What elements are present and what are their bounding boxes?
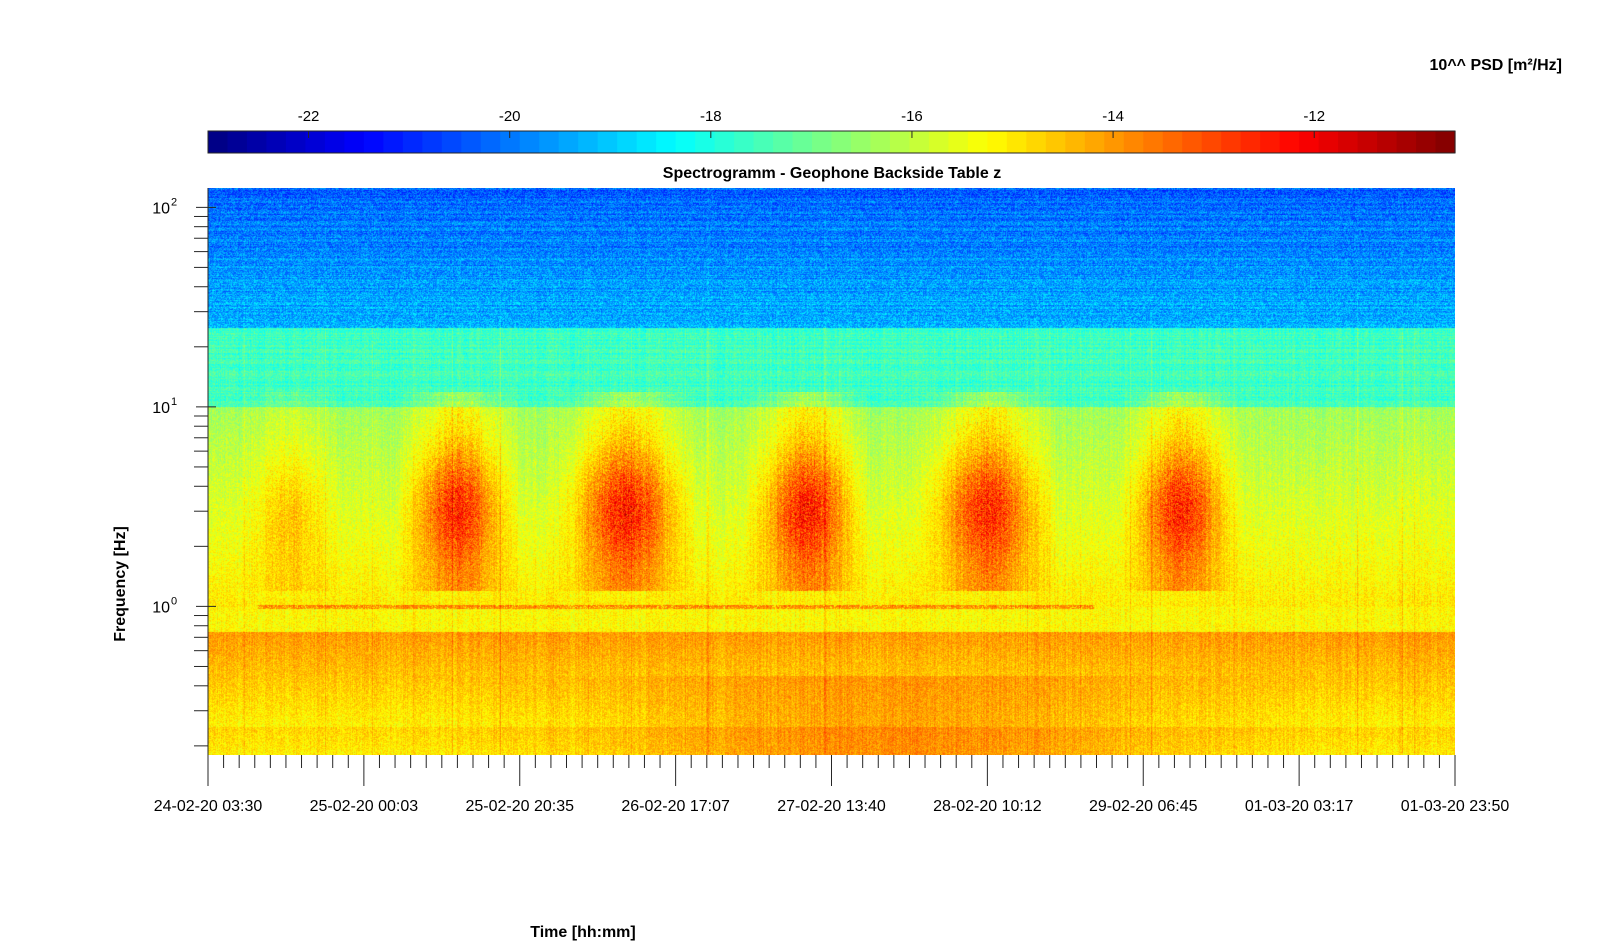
y-tick-label: 10 <box>152 400 170 417</box>
colorbar-tick-label: -22 <box>298 108 320 125</box>
colorbar-cell <box>1201 131 1222 153</box>
colorbar-cell <box>1143 131 1164 153</box>
colorbar-cell <box>967 131 988 153</box>
colorbar-cell <box>1026 131 1047 153</box>
colorbar-cell <box>422 131 443 153</box>
colorbar-cell <box>889 131 911 153</box>
colorbar-cell <box>227 131 248 153</box>
colorbar-cell <box>695 131 716 153</box>
colorbar-cell <box>812 131 833 153</box>
colorbar-cell <box>519 131 540 153</box>
colorbar-tick-label: -16 <box>901 108 923 125</box>
colorbar: -22 -20 -18 -16 -14 -12 <box>207 108 1456 154</box>
colorbar-cell <box>1162 131 1183 153</box>
colorbar-cell <box>617 131 638 153</box>
y-tick-exponent: 0 <box>171 595 177 607</box>
colorbar-tick-label: -12 <box>1303 108 1325 125</box>
colorbar-cell <box>753 131 774 153</box>
colorbar-cell <box>1182 131 1203 153</box>
colorbar-gradient <box>208 131 1456 153</box>
colorbar-ticks: -22 -20 -18 -16 -14 -12 <box>298 108 1325 138</box>
colorbar-cell <box>1221 131 1242 153</box>
colorbar-cell <box>1299 131 1320 153</box>
y-axis-label: Frequency [Hz] <box>112 526 129 642</box>
x-tick-label: 01-03-20 03:17 <box>1245 798 1354 815</box>
y-tick-exponent: 1 <box>171 396 177 408</box>
y-tick-label: 10 <box>152 200 170 217</box>
colorbar-cell <box>1240 131 1261 153</box>
colorbar-cell <box>1065 131 1086 153</box>
colorbar-cell <box>597 131 618 153</box>
colorbar-cell <box>363 131 384 153</box>
colorbar-cell <box>987 131 1008 153</box>
colorbar-cell <box>383 131 404 153</box>
colorbar-cell <box>266 131 287 153</box>
y-tick-exponent: 2 <box>171 196 177 208</box>
colorbar-cell <box>500 131 521 153</box>
colorbar-cell <box>344 131 365 153</box>
x-tick-label: 25-02-20 20:35 <box>465 798 574 815</box>
colorbar-cell <box>461 131 482 153</box>
colorbar-cell <box>714 131 735 153</box>
colorbar-cell <box>1416 131 1437 153</box>
x-tick-label: 28-02-20 10:12 <box>933 798 1042 815</box>
colorbar-cell <box>1435 131 1456 153</box>
colorbar-cell <box>246 131 268 153</box>
colorbar-cell <box>636 131 657 153</box>
colorbar-cell <box>850 131 872 153</box>
colorbar-tick-label: -18 <box>700 108 722 125</box>
colorbar-cell <box>1260 131 1281 153</box>
colorbar-cell <box>909 131 930 153</box>
colorbar-cell <box>1357 131 1378 153</box>
x-tick-label: 29-02-20 06:45 <box>1089 798 1198 815</box>
colorbar-cell <box>480 131 501 153</box>
colorbar-cell <box>402 131 423 153</box>
colorbar-cell <box>578 131 599 153</box>
colorbar-tick-label: -20 <box>499 108 521 125</box>
colorbar-cell <box>441 131 462 153</box>
colorbar-cell <box>305 131 326 153</box>
colorbar-cell <box>831 131 852 153</box>
colorbar-cell <box>1045 131 1066 153</box>
x-axis: 24-02-20 03:30 25-02-20 00:03 25-02-20 20:… <box>154 755 1510 815</box>
colorbar-cell <box>1104 131 1125 153</box>
colorbar-frame <box>207 130 1456 154</box>
colorbar-cell <box>558 131 579 153</box>
colorbar-cell <box>792 131 813 153</box>
x-axis-label: Time [hh:mm] <box>530 924 635 941</box>
colorbar-cell <box>1279 131 1300 153</box>
x-tick-label: 27-02-20 13:40 <box>777 798 886 815</box>
colorbar-cell <box>734 131 755 153</box>
colorbar-cell <box>1318 131 1339 153</box>
colorbar-cell <box>324 131 345 153</box>
x-tick-label: 25-02-20 00:03 <box>310 798 419 815</box>
colorbar-cell <box>656 131 677 153</box>
colorbar-label: 10^^ PSD [m²/Hz] <box>1430 57 1562 74</box>
colorbar-cell <box>1377 131 1398 153</box>
x-tick-label: 01-03-20 23:50 <box>1401 798 1510 815</box>
colorbar-cell <box>285 131 307 153</box>
colorbar-cell <box>1084 131 1105 153</box>
colorbar-cell <box>1006 131 1027 153</box>
x-tick-label: 24-02-20 03:30 <box>154 798 263 815</box>
colorbar-tick-label: -14 <box>1102 108 1124 125</box>
colorbar-cell <box>539 131 560 153</box>
colorbar-cell <box>773 131 794 153</box>
colorbar-cell <box>1123 131 1144 153</box>
colorbar-cell <box>1338 131 1359 153</box>
x-tick-label: 26-02-20 17:07 <box>621 798 730 815</box>
colorbar-cell <box>948 131 969 153</box>
spectrogram-image <box>208 188 1455 755</box>
chart-title: Spectrogramm - Geophone Backside Table z <box>663 165 1001 182</box>
colorbar-cell <box>870 131 891 153</box>
colorbar-cell <box>208 131 229 153</box>
y-tick-label: 10 <box>152 599 170 616</box>
colorbar-cell <box>928 131 950 153</box>
colorbar-cell <box>675 131 696 153</box>
colorbar-cell <box>1396 131 1417 153</box>
